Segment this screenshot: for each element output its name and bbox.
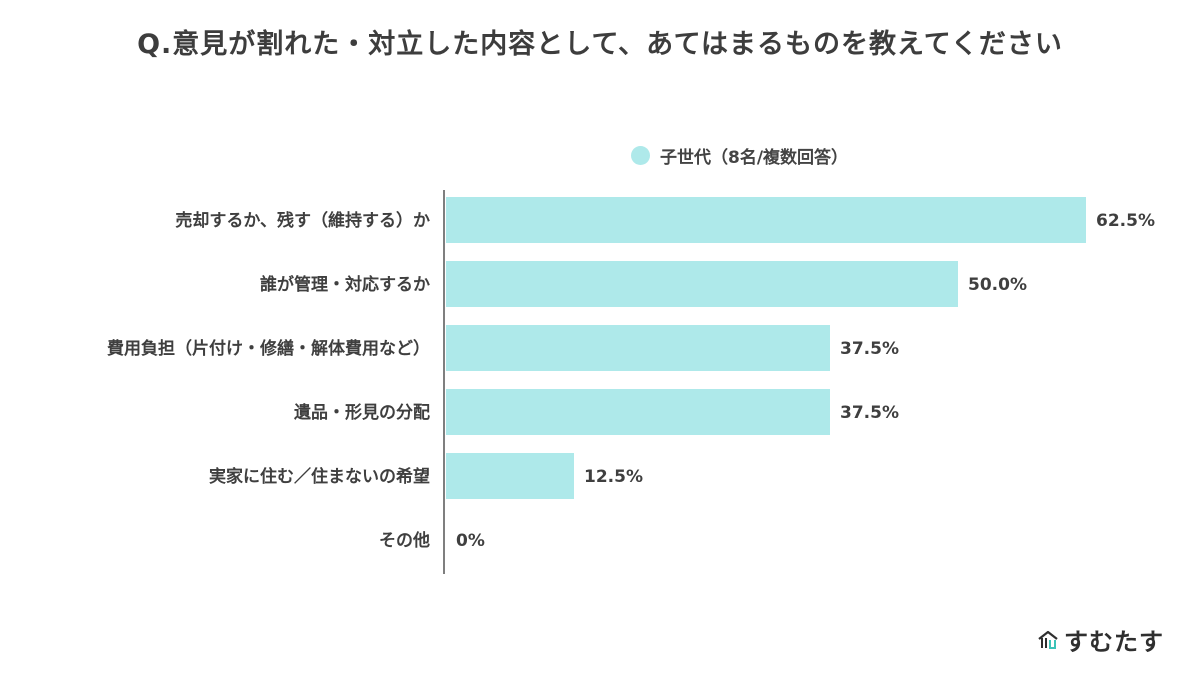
category-label: 売却するか、残す（維持する）か [175,210,430,231]
value-label: 37.5% [840,339,899,359]
bar [446,389,830,435]
legend-swatch [631,145,650,165]
bar [446,261,958,307]
value-label: 37.5% [840,403,899,423]
chart-title: Q.意見が割れた・対立した内容として、あてはまるものを教えてください [137,29,1063,60]
value-label: 0% [456,531,485,551]
legend-label: 子世代（8名/複数回答） [660,147,849,168]
bar [446,197,1086,243]
bar [446,453,574,499]
brand-name: すむたす [1064,628,1164,656]
house-logo-icon [1038,630,1058,649]
category-label: 遺品・形見の分配 [294,402,430,423]
category-label: 誰が管理・対応するか [260,274,430,295]
category-label: 費用負担（片付け・修繕・解体費用など） [107,338,430,359]
value-label: 62.5% [1096,211,1155,231]
bar [446,325,830,371]
brand: すむたす [1036,622,1164,657]
value-label: 12.5% [584,467,643,487]
category-label: 実家に住む／住まないの希望 [209,466,430,487]
legend: 子世代（8名/複数回答） [631,143,849,168]
category-label: その他 [379,530,430,551]
value-label: 50.0% [968,275,1027,295]
